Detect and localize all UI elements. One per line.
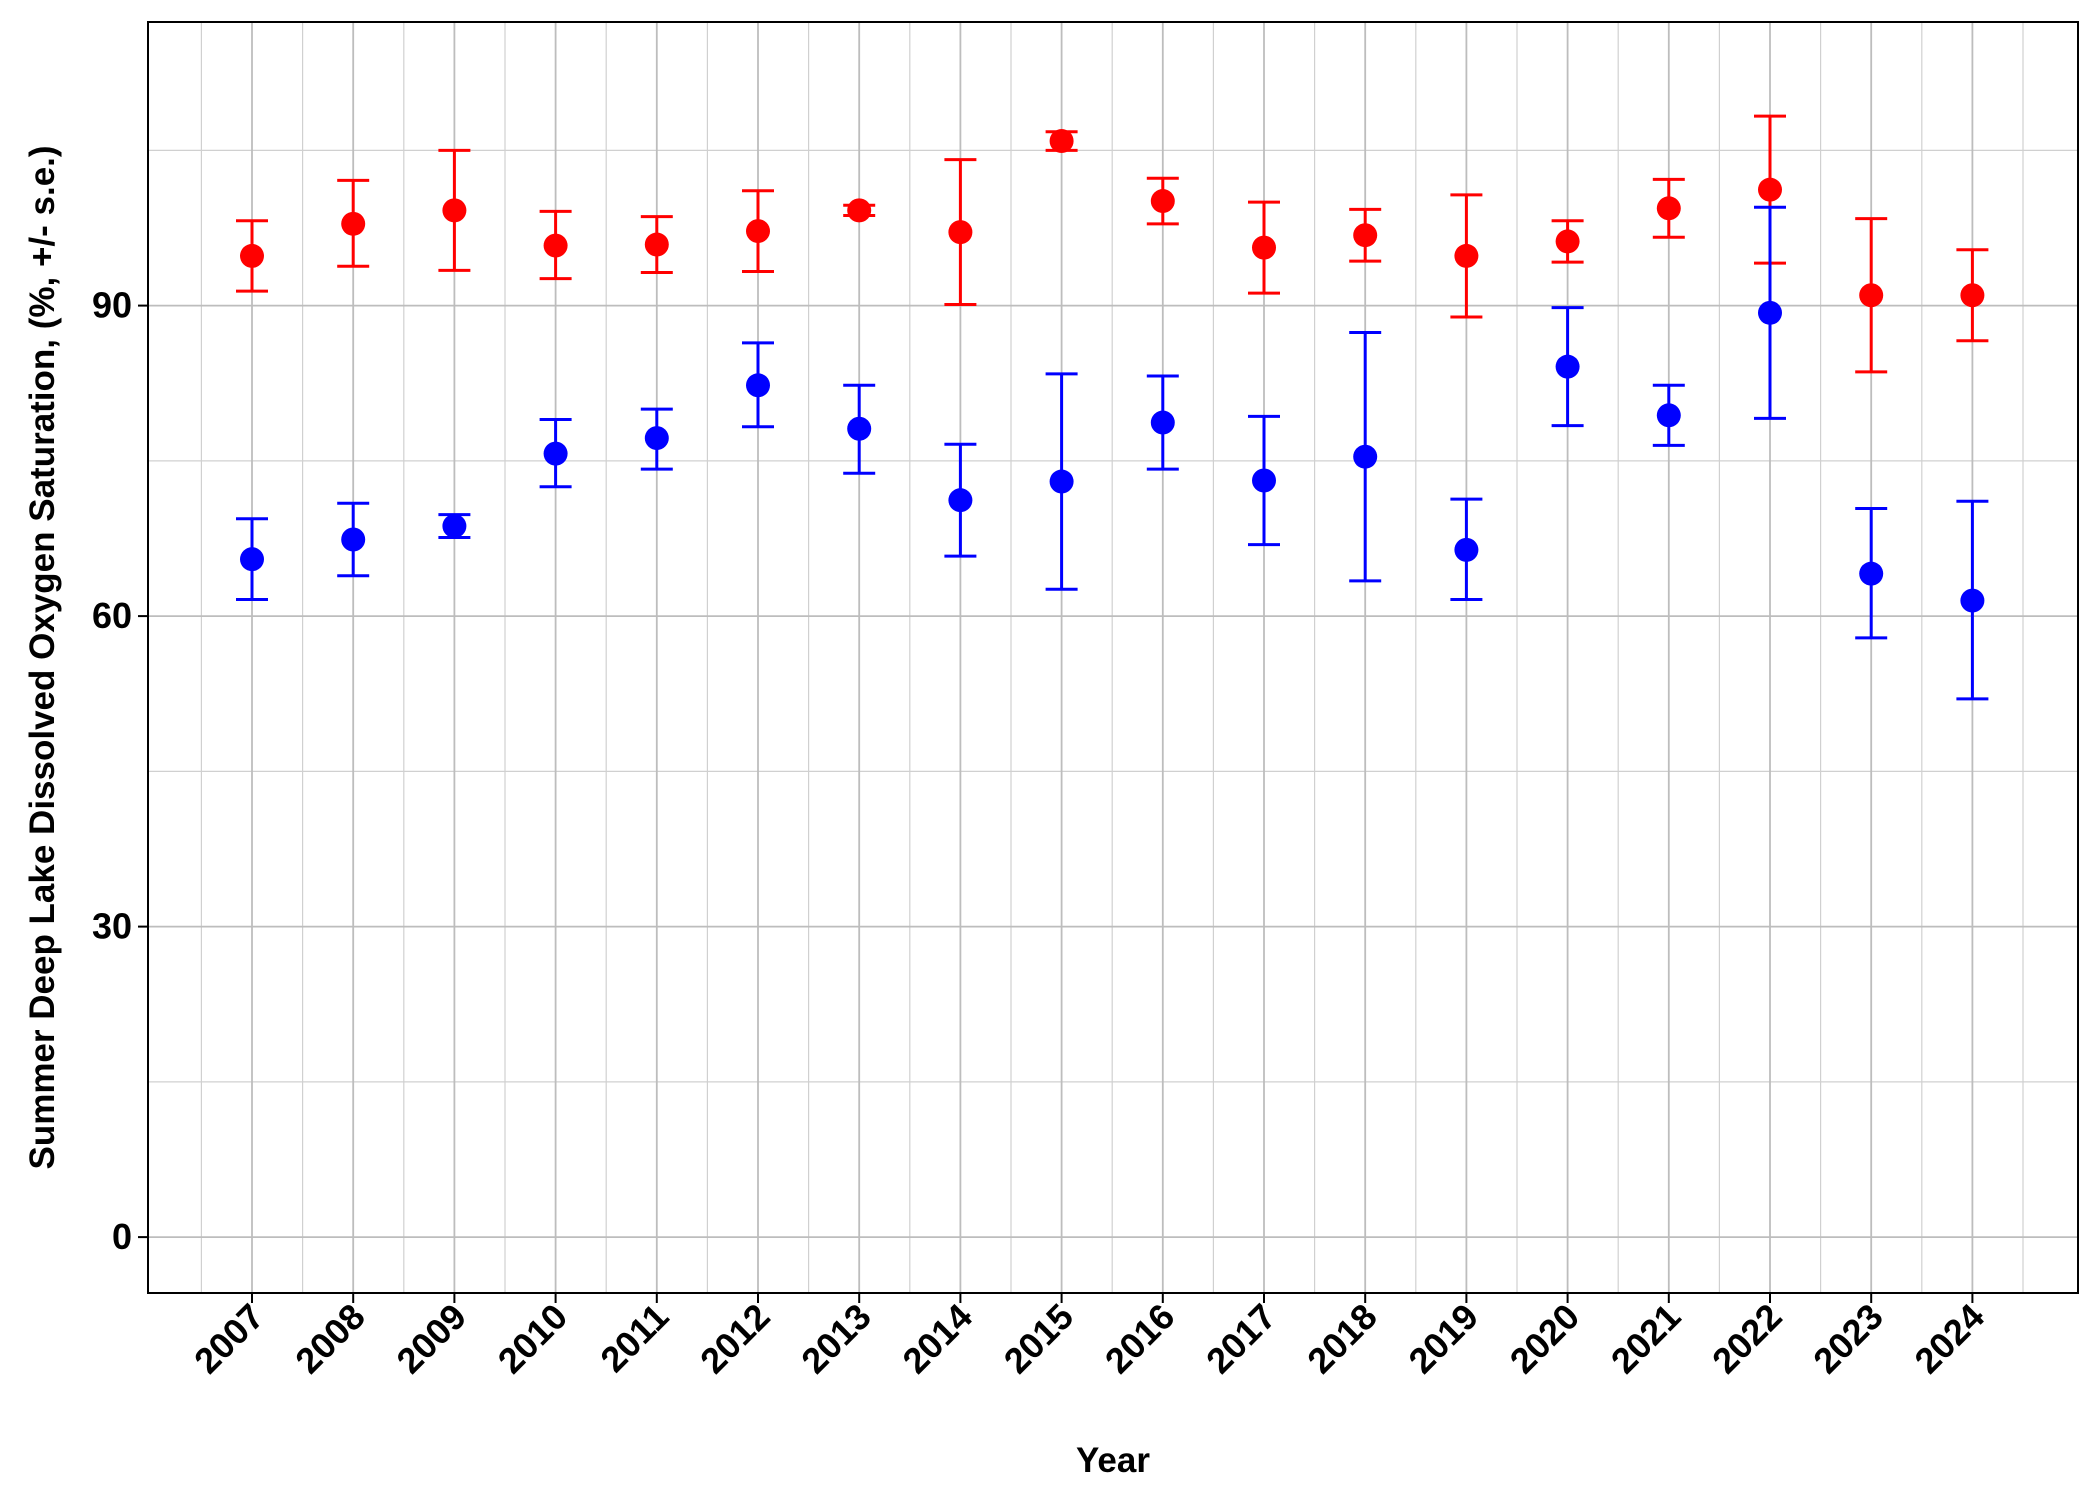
data-point <box>1353 444 1378 469</box>
data-point <box>948 488 973 513</box>
data-point <box>1049 129 1074 154</box>
data-point <box>1656 403 1681 428</box>
data-point <box>1049 469 1074 494</box>
axis-ticks <box>138 304 1974 1303</box>
data-point <box>341 527 366 552</box>
data-point <box>1758 300 1782 325</box>
data-point <box>1353 223 1378 248</box>
data-point <box>1150 189 1175 214</box>
y-tick-label: 30 <box>92 906 132 947</box>
data-point <box>543 233 568 258</box>
data-point <box>1555 229 1580 254</box>
data-point <box>1150 410 1175 435</box>
y-tick-label: 0 <box>112 1216 132 1257</box>
y-axis-tick-labels: 0 30 60 90 <box>92 285 132 1258</box>
data-point <box>543 441 568 466</box>
data-point <box>1454 537 1479 562</box>
data-point <box>1454 243 1479 268</box>
data-point <box>847 198 872 223</box>
y-axis-title: Summer Deep Lake Dissolved Oxygen Satura… <box>23 145 62 1169</box>
data-point <box>1252 235 1276 260</box>
data-point <box>1758 177 1782 202</box>
y-tick-label: 60 <box>92 595 132 636</box>
data-point <box>240 243 264 268</box>
data-point <box>341 211 366 236</box>
data-point <box>847 416 872 441</box>
data-point <box>644 232 669 257</box>
data-points <box>240 129 1985 613</box>
plot-panel-border <box>147 21 2079 1294</box>
data-point <box>1960 283 1985 308</box>
data-point <box>1960 588 1985 613</box>
data-point <box>1859 283 1884 308</box>
data-point <box>1555 354 1580 379</box>
y-tick-label: 90 <box>92 285 132 326</box>
data-point <box>442 514 467 539</box>
data-point <box>1656 196 1681 221</box>
data-point <box>442 198 467 223</box>
data-point <box>746 219 770 244</box>
data-point <box>644 426 669 451</box>
x-axis-title: Year <box>1076 1441 1150 1480</box>
data-point <box>1252 468 1276 493</box>
data-point <box>240 547 264 572</box>
data-point <box>948 220 973 245</box>
grid-lines <box>148 22 2078 1293</box>
data-point <box>746 373 770 398</box>
data-point <box>1859 561 1884 586</box>
